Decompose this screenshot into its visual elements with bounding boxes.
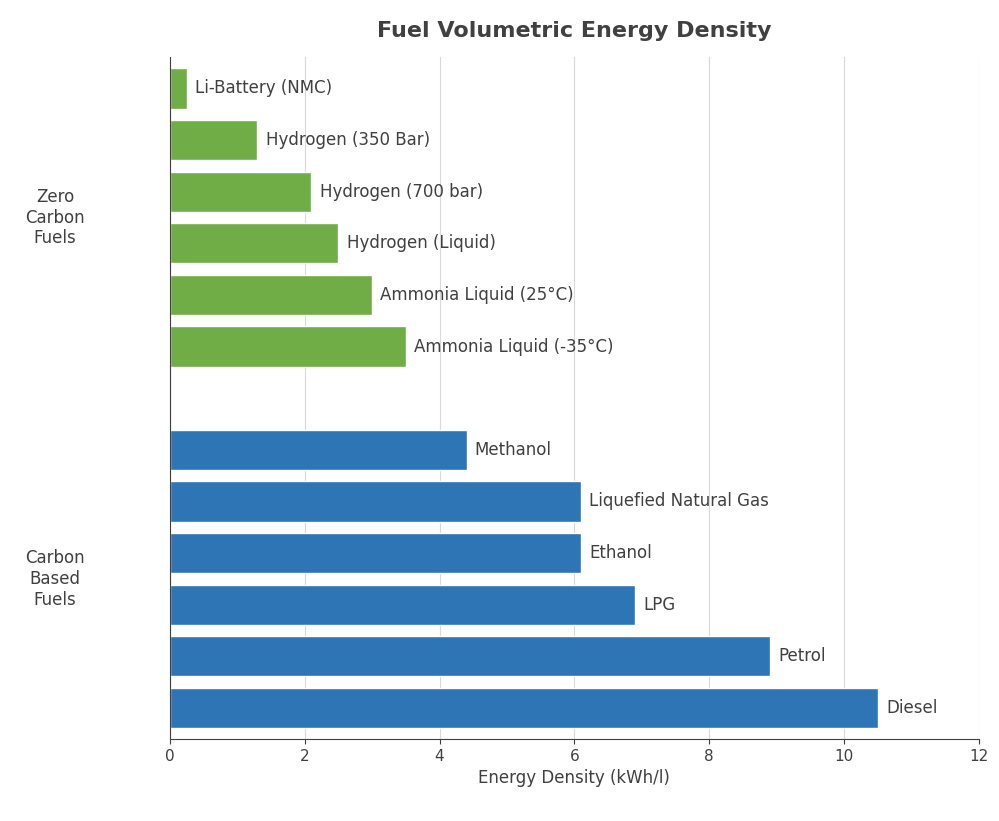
Text: Petrol: Petrol [778, 647, 825, 665]
Bar [170, 172, 312, 212]
Bar [170, 429, 467, 470]
Bar [170, 481, 581, 521]
Text: Diesel: Diesel [886, 699, 937, 717]
Text: Hydrogen (700 bar): Hydrogen (700 bar) [320, 183, 483, 200]
Text: Carbon
Based
Fuels: Carbon Based Fuels [25, 549, 85, 608]
Bar [170, 223, 339, 264]
Bar [170, 275, 372, 315]
X-axis label: Energy Density (kWh/l): Energy Density (kWh/l) [479, 769, 670, 787]
Bar [170, 68, 187, 108]
Text: Methanol: Methanol [475, 441, 551, 459]
Bar [170, 327, 406, 367]
Text: Liquefied Natural Gas: Liquefied Natural Gas [589, 493, 769, 511]
Text: Zero
Carbon
Fuels: Zero Carbon Fuels [25, 188, 85, 247]
Bar [170, 688, 878, 728]
Text: Hydrogen (350 Bar): Hydrogen (350 Bar) [266, 131, 430, 149]
Text: Li-Battery (NMC): Li-Battery (NMC) [195, 80, 332, 98]
Bar [170, 533, 581, 573]
Text: LPG: LPG [643, 596, 675, 613]
Text: Ammonia Liquid (-35°C): Ammonia Liquid (-35°C) [414, 337, 613, 355]
Bar [170, 585, 635, 625]
Text: Hydrogen (Liquid): Hydrogen (Liquid) [347, 234, 496, 252]
Text: Ethanol: Ethanol [589, 544, 652, 562]
Text: Ammonia Liquid (25°C): Ammonia Liquid (25°C) [381, 286, 573, 304]
Bar [170, 636, 770, 677]
Title: Fuel Volumetric Energy Density: Fuel Volumetric Energy Density [378, 21, 771, 40]
Bar [170, 120, 258, 160]
